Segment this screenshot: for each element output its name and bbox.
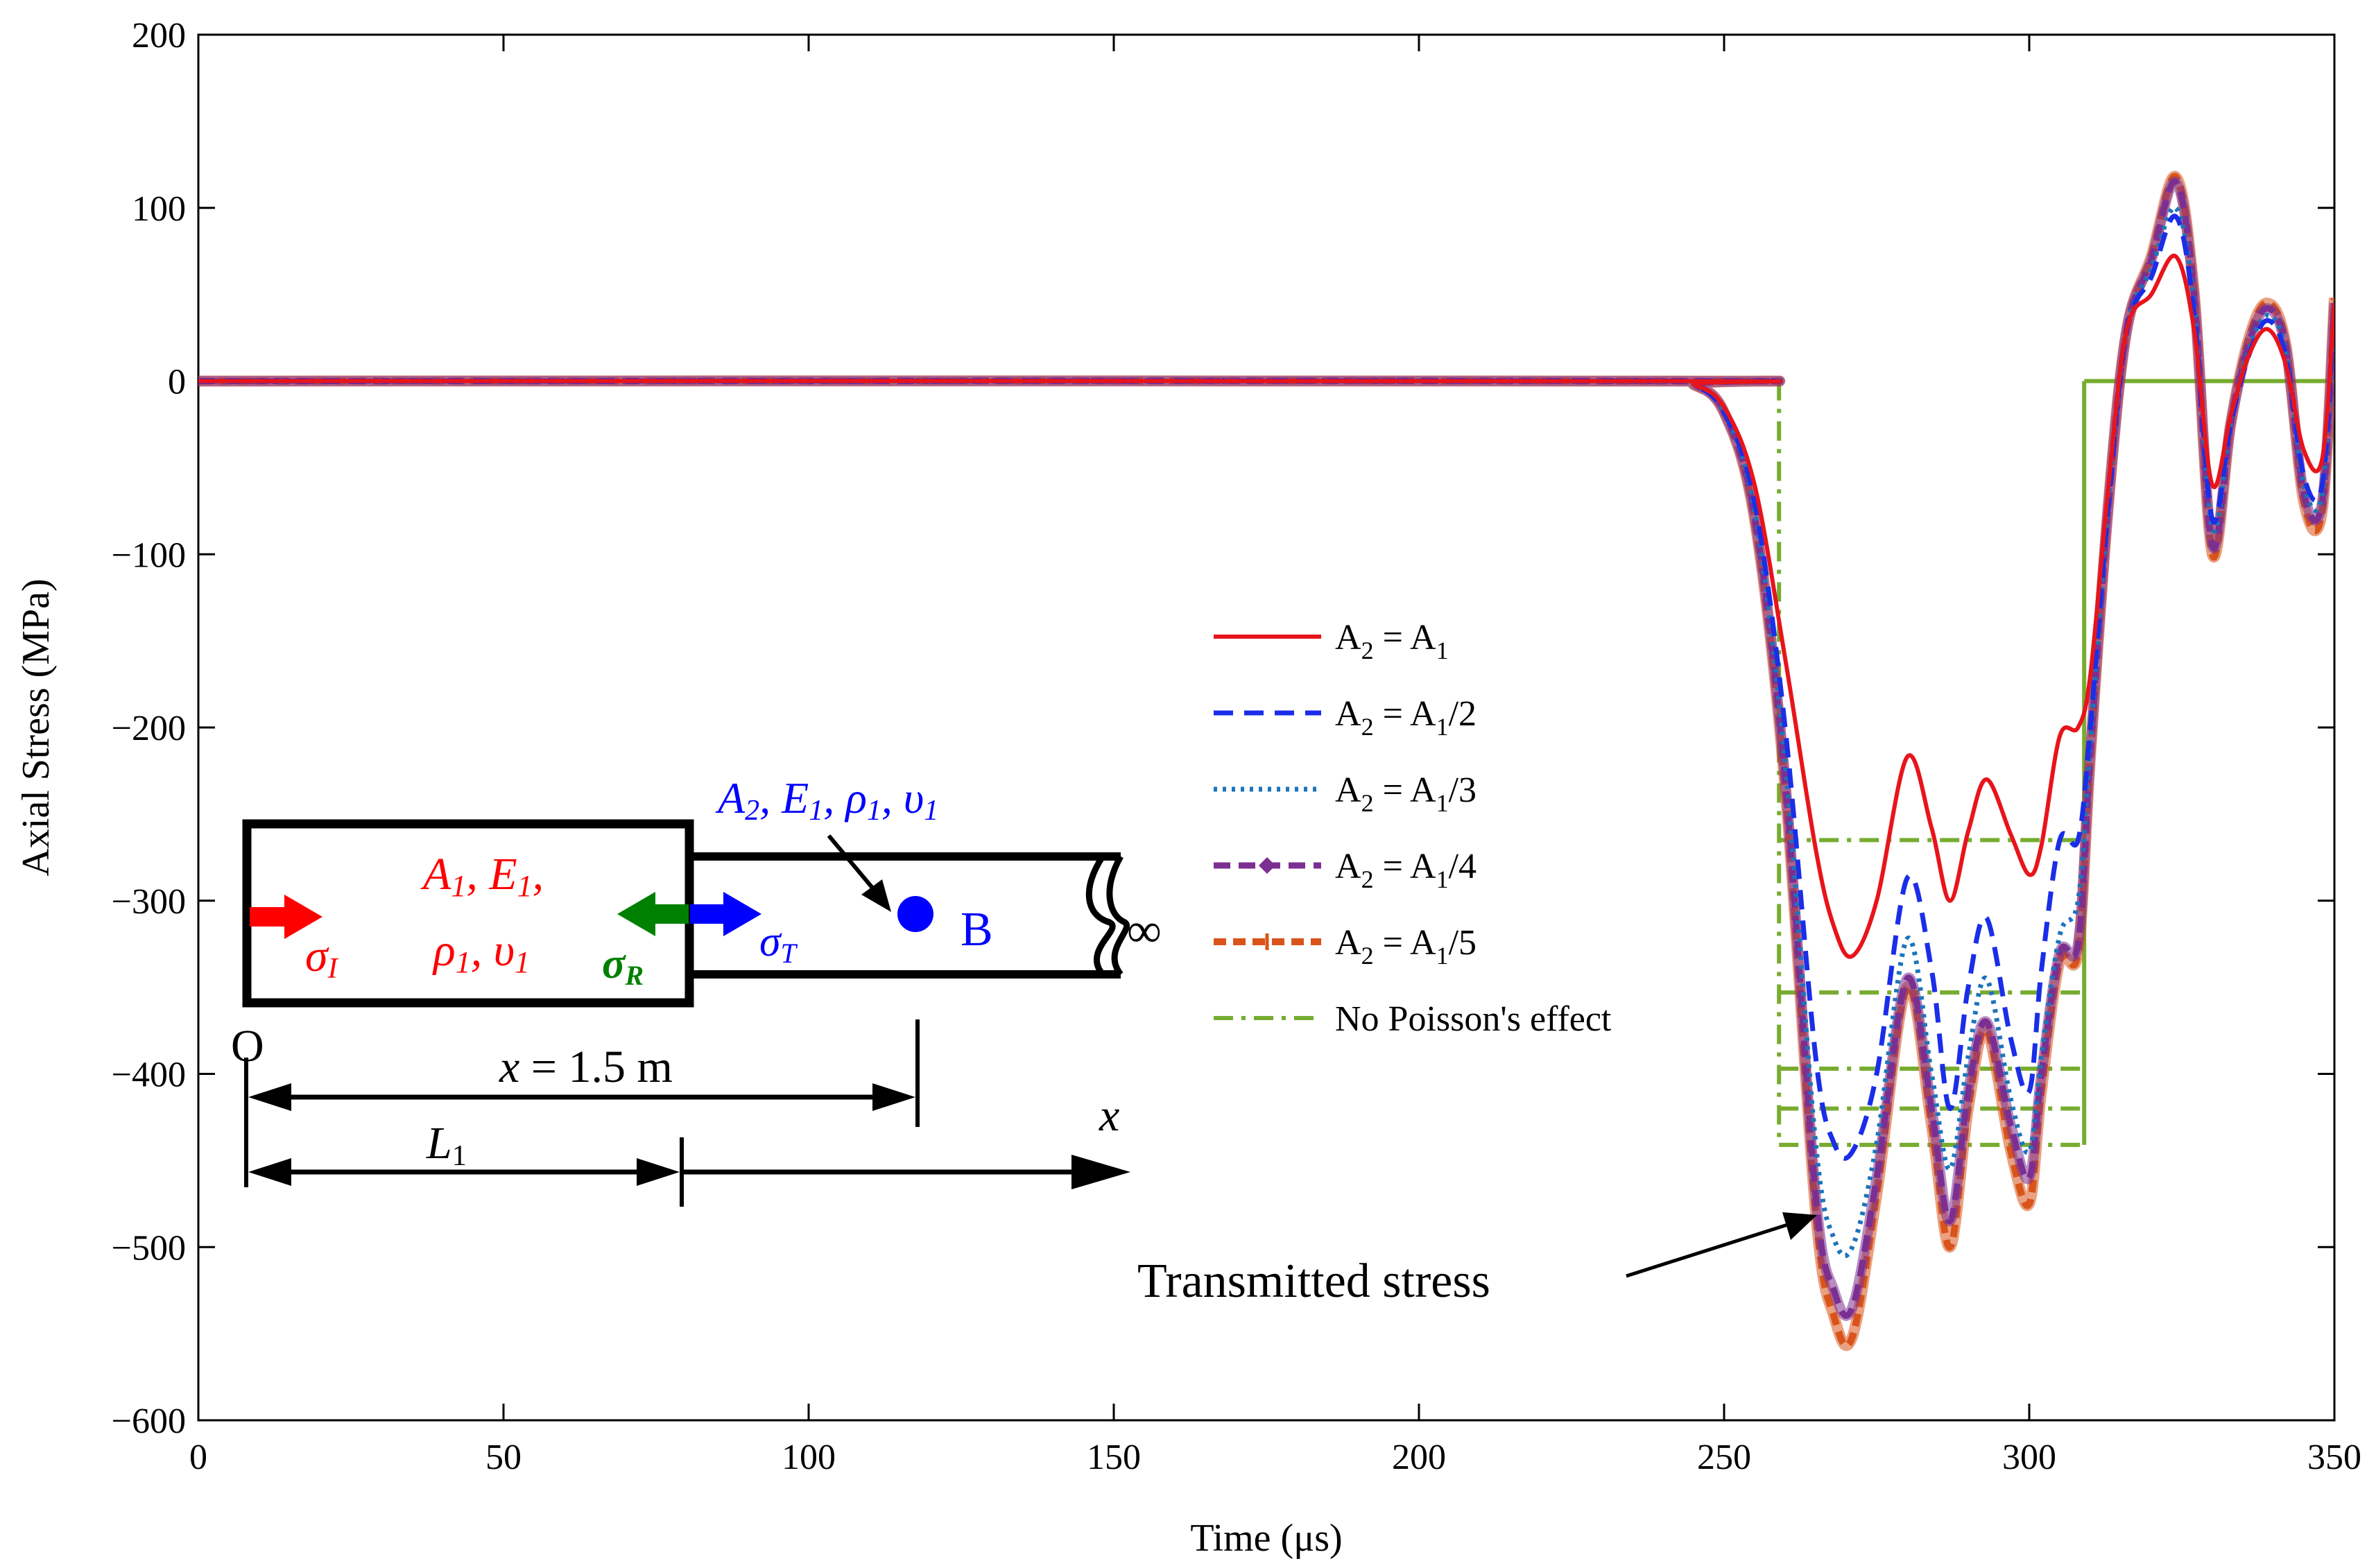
y-tick-label: −500 <box>112 1228 186 1268</box>
y-tick-label: 200 <box>132 16 186 55</box>
transmitted-label: Transmitted stress <box>1137 1255 1490 1308</box>
reflected-arrow-shaft <box>654 904 689 924</box>
bar-2-label: A2, E1, ρ1, υ1 <box>715 773 938 827</box>
x-axis-arrow-label: x <box>1099 1090 1119 1141</box>
y-tick-label: −100 <box>112 535 186 575</box>
sigma-t-label: σT <box>759 918 798 969</box>
l1-arrow-right <box>637 1158 680 1186</box>
l1-label: L1 <box>426 1118 467 1172</box>
point-b-label: B <box>961 903 993 956</box>
x-tick-label: 350 <box>2307 1438 2361 1477</box>
bar-2-pointer-line <box>827 834 877 893</box>
x-dim-label: x = 1.5 m <box>499 1042 673 1092</box>
y-axis-title: Axial Stress (MPa) <box>15 578 58 876</box>
y-tick-label: −200 <box>112 709 186 748</box>
bar-1 <box>242 819 694 1008</box>
legend-label: A2 = A1/3 <box>1335 770 1477 817</box>
legend-label: A2 = A1/4 <box>1335 847 1477 893</box>
x-tick-label: 200 <box>1392 1438 1446 1477</box>
x-tick-label: 50 <box>485 1438 522 1477</box>
legend-label: A2 = A1 <box>1335 618 1449 664</box>
bar-1-label-line2: ρ1, υ1 <box>432 925 530 979</box>
y-tick-label: 0 <box>168 363 186 402</box>
incident-arrow-shaft <box>250 907 286 927</box>
x-tick-label: 250 <box>1697 1438 1751 1477</box>
sigma-i-label: σI <box>305 931 339 985</box>
sigma-r-label: σR <box>602 940 644 991</box>
bar-1-label-line1: A1, E1, <box>420 849 544 903</box>
incident-arrow-head <box>284 895 322 939</box>
y-tick-label: 100 <box>132 189 186 229</box>
bar-schematic: ∞ A1, E1, ρ1, υ1 A2, E1, ρ1, υ1 B σI σR … <box>231 773 1162 1207</box>
x-axis-ticks: 0 50 100 150 200 250 300 350 <box>189 35 2361 1477</box>
point-b-marker <box>897 896 933 932</box>
series-line-a2-a1-2 <box>198 214 2334 1161</box>
transmitted-arrow-head-diagram <box>723 892 761 936</box>
y-axis-ticks: 200 100 0 −100 −200 −300 −400 −500 −600 <box>112 16 2334 1441</box>
bar-2-pointer-head <box>861 879 891 912</box>
x-dim-arrow-right <box>872 1083 915 1111</box>
series-line-a2-a1-3 <box>198 205 2334 1259</box>
y-tick-label: −300 <box>112 882 186 922</box>
transmitted-arrow-head <box>1782 1212 1817 1240</box>
bar-2-break-right <box>1106 854 1130 976</box>
infinity-symbol: ∞ <box>1127 904 1162 958</box>
legend: A2 = A1 A2 = A1/2 A2 = A1/3 A2 = A1/4 A2 = A… <box>1214 618 1612 1039</box>
transmitted-arrow-shaft <box>690 904 725 924</box>
x-tick-label: 300 <box>2002 1438 2056 1477</box>
legend-label: A2 = A1/5 <box>1335 923 1477 970</box>
series-layer <box>198 171 2334 1352</box>
transmitted-arrow-line <box>1626 1220 1797 1278</box>
legend-label: A2 = A1/2 <box>1335 694 1477 741</box>
series-line-a2-a1 <box>198 253 2334 959</box>
l1-arrow-left <box>248 1158 291 1186</box>
x-axis-arrow-head <box>1071 1155 1130 1189</box>
x-tick-label: 150 <box>1087 1438 1141 1477</box>
transmitted-annotation: Transmitted stress <box>1137 1212 1817 1308</box>
x-tick-label: 0 <box>189 1438 207 1477</box>
x-axis-title: Time (μs) <box>1190 1517 1342 1560</box>
x-dim-arrow-left <box>248 1083 291 1111</box>
y-tick-label: −400 <box>112 1056 186 1095</box>
x-tick-label: 100 <box>782 1438 836 1477</box>
reflected-arrow-head <box>617 892 655 936</box>
y-tick-label: −600 <box>112 1402 186 1441</box>
legend-label: No Poisson's effect <box>1335 999 1612 1039</box>
bar-2-break-left <box>1085 854 1116 976</box>
legend-marker <box>1259 857 1275 874</box>
